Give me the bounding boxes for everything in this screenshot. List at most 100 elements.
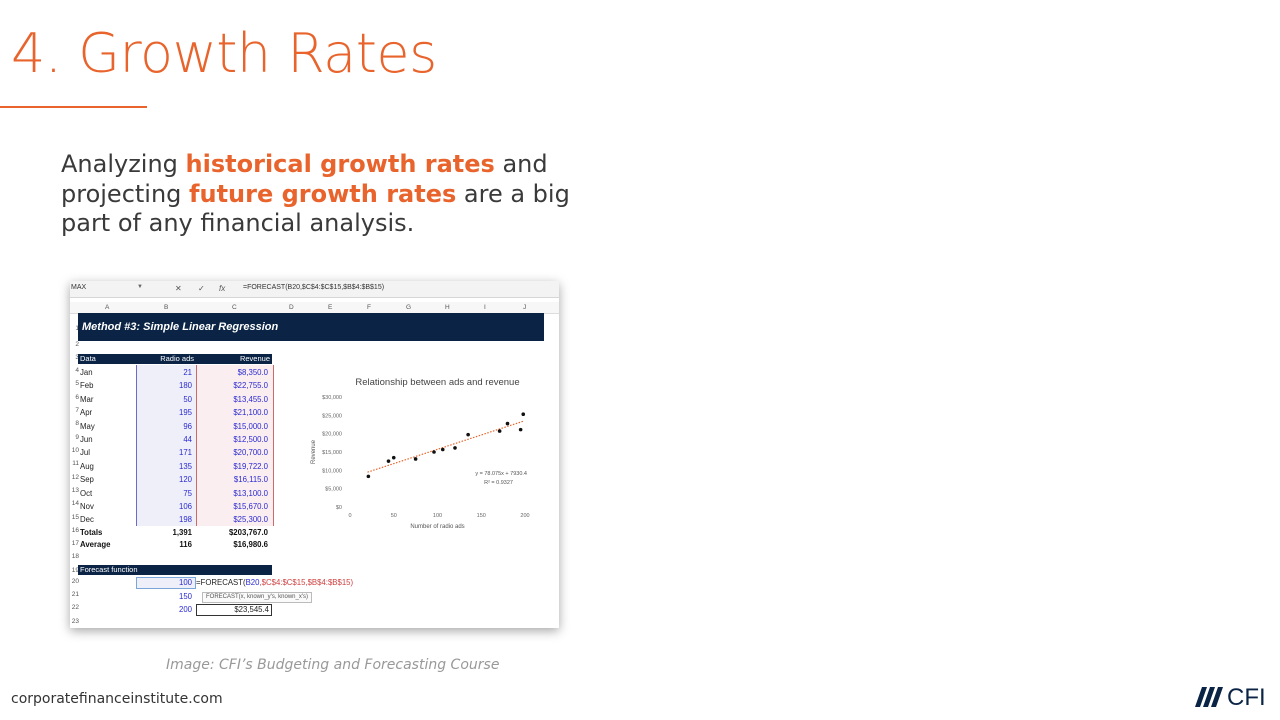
row-number-6[interactable]: 6 (75, 394, 79, 401)
y-tick-label: $5,000 (325, 487, 342, 493)
col-header-i[interactable]: I (484, 304, 486, 311)
col-header-j[interactable]: J (523, 304, 527, 311)
row-number-10[interactable]: 10 (71, 447, 79, 454)
trendline-equation: y = 78.075x + 7930.4 (475, 471, 527, 477)
row-jan-ads[interactable]: 21 (183, 368, 192, 377)
row-number-22[interactable]: 22 (71, 604, 79, 611)
formula-rest: ,$C$4:$C$15,$B$4:$B$15) (259, 578, 354, 587)
row-number-13[interactable]: 13 (71, 487, 79, 494)
name-box[interactable]: MAX ▼ (70, 284, 147, 294)
forecast-formula-cell[interactable]: =FORECAST(B20,$C$4:$C$15,$B$4:$B$15) (196, 577, 354, 589)
row-number-3[interactable]: 3 (70, 354, 79, 361)
col-header-e[interactable]: E (328, 304, 333, 311)
row-jul-ads[interactable]: 171 (178, 448, 192, 458)
row-number-23[interactable]: 23 (71, 618, 79, 625)
data-point (440, 447, 445, 452)
logo-text: CFI (1227, 684, 1266, 709)
row-sep-ads[interactable]: 120 (178, 475, 192, 485)
row-jan-revenue[interactable]: $8,350.0 (237, 368, 268, 377)
row-apr-revenue[interactable]: $21,100.0 (233, 408, 268, 418)
row-oct-month[interactable]: Oct (80, 488, 93, 498)
revenue-range[interactable] (196, 365, 274, 526)
row-number-15[interactable]: 15 (71, 514, 79, 521)
trendline (367, 420, 524, 473)
chevron-down-icon[interactable]: ▼ (137, 284, 143, 290)
col-header-f[interactable]: F (367, 304, 371, 311)
row-feb-ads[interactable]: 180 (178, 381, 192, 391)
row-apr-ads[interactable]: 195 (178, 408, 192, 418)
row-number-7[interactable]: 7 (75, 407, 79, 414)
row-feb-revenue[interactable]: $22,755.0 (233, 381, 268, 391)
row-mar-ads[interactable]: 50 (183, 394, 192, 404)
row-jun-month[interactable]: Jun (80, 435, 93, 444)
row-number-18[interactable]: 18 (71, 553, 79, 560)
data-point (453, 446, 457, 450)
x-tick-label: 50 (391, 513, 397, 519)
row-number-14[interactable]: 14 (71, 500, 79, 507)
row-number-20[interactable]: 20 (71, 578, 79, 585)
row-may-month[interactable]: May (80, 421, 95, 431)
row-aug-month[interactable]: Aug (80, 461, 94, 471)
formula-prefix: =FORECAST( (196, 578, 246, 587)
data-point (391, 455, 396, 460)
row-dec-ads[interactable]: 198 (178, 515, 192, 525)
row-number-16[interactable]: 16 (71, 527, 79, 534)
row-aug-ads[interactable]: 135 (178, 461, 192, 471)
forecast-input-2[interactable]: 150 (178, 592, 192, 601)
row-nov-month[interactable]: Nov (80, 502, 94, 511)
row-nov-ads[interactable]: 106 (178, 502, 192, 511)
row-jul-month[interactable]: Jul (80, 448, 90, 458)
x-tick-label: 0 (348, 513, 351, 519)
row-jun-ads[interactable]: 44 (183, 435, 192, 444)
row-mar-month[interactable]: Mar (80, 394, 94, 404)
row-dec-month[interactable]: Dec (80, 515, 94, 525)
row-jul-revenue[interactable]: $20,700.0 (233, 448, 268, 458)
col-header-h[interactable]: H (445, 304, 450, 311)
row-number-19[interactable]: 19 (71, 567, 79, 574)
row-sep-month[interactable]: Sep (80, 475, 94, 485)
average-ads: 116 (179, 540, 192, 549)
function-icon[interactable]: fx (219, 284, 226, 293)
row-number-12[interactable]: 12 (71, 474, 79, 481)
col-header-c[interactable]: C (232, 304, 237, 311)
row-may-revenue[interactable]: $15,000.0 (233, 421, 268, 431)
row-oct-ads[interactable]: 75 (183, 488, 192, 498)
row-oct-revenue[interactable]: $13,100.0 (233, 488, 268, 498)
body-part-1: Analyzing (61, 150, 186, 178)
row-number-2[interactable]: 2 (75, 341, 79, 348)
row-feb-month[interactable]: Feb (80, 381, 94, 391)
row-number-9[interactable]: 9 (75, 434, 79, 441)
row-number-11[interactable]: 11 (72, 460, 79, 467)
row-number-4[interactable]: 4 (75, 367, 79, 374)
col-header-g[interactable]: G (406, 304, 412, 311)
data-point (521, 412, 526, 417)
forecast-input-1[interactable]: 100 (178, 578, 192, 587)
row-number-21[interactable]: 21 (71, 591, 79, 598)
row-number-5[interactable]: 5 (75, 380, 79, 387)
forecast-result[interactable]: $23,545.4 (196, 604, 272, 616)
row-jun-revenue[interactable]: $12,500.0 (233, 435, 268, 444)
row-apr-month[interactable]: Apr (80, 408, 93, 418)
row-jan-month[interactable]: Jan (80, 368, 93, 377)
cancel-icon[interactable]: ✕ (175, 284, 182, 293)
row-nov-revenue[interactable]: $15,670.0 (233, 502, 268, 511)
radio-ads-range[interactable] (136, 365, 197, 526)
row-dec-revenue[interactable]: $25,300.0 (233, 515, 268, 525)
row-number-17[interactable]: 17 (71, 540, 79, 547)
row-number-1[interactable]: 1 (70, 325, 79, 332)
y-tick-label: $30,000 (322, 395, 342, 401)
confirm-icon[interactable]: ✓ (198, 284, 205, 293)
col-header-a[interactable]: A (105, 304, 110, 311)
col-header-d[interactable]: D (289, 304, 294, 311)
footer-url[interactable]: corporatefinanceinstitute.com (11, 691, 223, 707)
row-aug-revenue[interactable]: $19,722.0 (233, 461, 268, 471)
row-number-8[interactable]: 8 (75, 420, 79, 427)
forecast-input-3[interactable]: 200 (178, 605, 192, 614)
body-part-2: and projecting (61, 150, 548, 208)
row-mar-revenue[interactable]: $13,455.0 (233, 394, 268, 404)
formula-text[interactable]: =FORECAST(B20,$C$4:$C$15,$B$4:$B$15) (243, 284, 385, 291)
row-sep-revenue[interactable]: $16,115.0 (233, 475, 268, 485)
row-may-ads[interactable]: 96 (183, 421, 192, 431)
col-header-b[interactable]: B (164, 304, 169, 311)
forecast-input-selected[interactable] (136, 577, 196, 589)
